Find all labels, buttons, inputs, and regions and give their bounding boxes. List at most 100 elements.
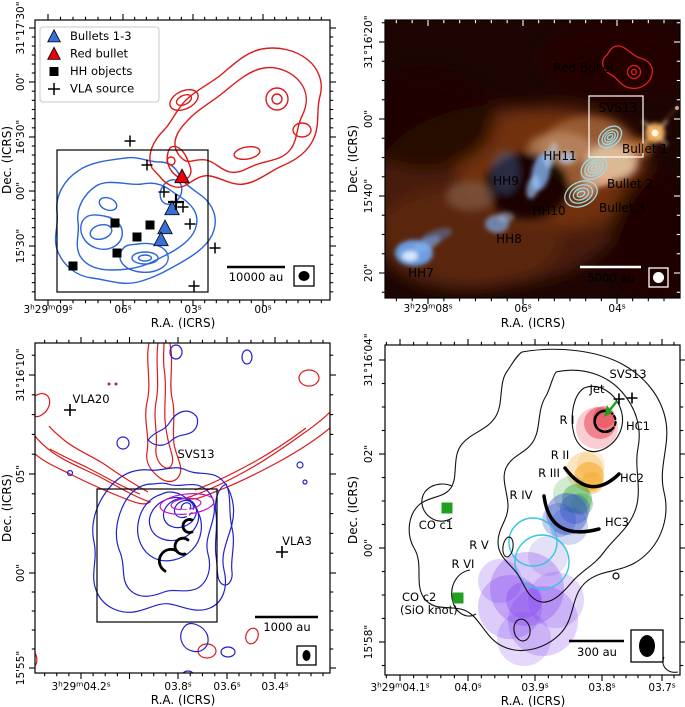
figure-shape: 31°17'30" bbox=[15, 1, 27, 54]
figure-shape bbox=[98, 196, 118, 212]
figure-shape bbox=[550, 142, 558, 156]
figure-shape: h bbox=[30, 303, 35, 312]
y-tick-label: 31°16'10" bbox=[15, 348, 27, 401]
figure-shape bbox=[149, 47, 322, 188]
y-tick-label: 20" bbox=[363, 264, 375, 282]
figure-shape bbox=[502, 536, 514, 558]
figure-shape: VLA3 bbox=[282, 534, 312, 548]
scale-bar-label: 300 au bbox=[577, 645, 617, 659]
nebula-composite-image bbox=[385, 20, 680, 298]
black-arc-features bbox=[157, 518, 194, 573]
figure-shape: 1000 au bbox=[263, 620, 310, 634]
figure-shape: s bbox=[268, 303, 272, 312]
figure-shape bbox=[169, 88, 199, 112]
legend-item-label: Red bullet bbox=[70, 47, 129, 61]
figure-shape bbox=[220, 646, 236, 658]
x-axis-label-bottom-left: R.A. (ICRS) bbox=[151, 693, 216, 707]
figure-shape bbox=[446, 181, 494, 211]
zoom-inset-box bbox=[56, 149, 209, 293]
figure-shape: h bbox=[58, 680, 63, 689]
figure-shape: 03.7 bbox=[648, 682, 671, 694]
figure-shape bbox=[490, 552, 564, 626]
figure-shape: SVS13 bbox=[177, 447, 214, 461]
figure-shape: 04.2 bbox=[83, 681, 106, 693]
figure-shape: 09 bbox=[55, 304, 68, 316]
figure-shape: SVS13 bbox=[599, 101, 638, 115]
figure-shape bbox=[119, 242, 169, 273]
figure-shape bbox=[626, 64, 642, 80]
figure-shape bbox=[560, 494, 590, 524]
figure-shape: s bbox=[449, 302, 453, 311]
plus-source-marker bbox=[158, 186, 170, 198]
figure-shape: 03.8 bbox=[164, 681, 187, 693]
figure-shape: 15'40" bbox=[363, 179, 375, 213]
star bbox=[651, 129, 659, 137]
figure-shape: 300 au bbox=[577, 645, 617, 659]
figure-shape bbox=[576, 190, 586, 198]
legend-item-label: Bullets 1-3 bbox=[70, 29, 132, 43]
bullet-triangle-marker bbox=[153, 231, 169, 247]
figure-shape: 29 bbox=[415, 303, 428, 315]
figure-shape: 10000 au bbox=[229, 270, 284, 284]
figure-shape: s bbox=[478, 681, 482, 690]
jet-arrow bbox=[604, 400, 618, 417]
x-tick-label: 00s bbox=[254, 303, 271, 317]
figure-shape bbox=[491, 150, 519, 194]
figure-shape bbox=[154, 343, 174, 469]
figure-shape: 29 bbox=[382, 682, 395, 694]
y-tick-label: 15'30" bbox=[15, 229, 27, 263]
x-axis-label-bottom-right: R.A. (ICRS) bbox=[501, 694, 566, 707]
figure-shape: HH11 bbox=[543, 149, 576, 163]
figure-shape: CO c1 bbox=[419, 518, 453, 532]
figure-shape bbox=[131, 251, 159, 265]
beam-box bbox=[648, 267, 669, 288]
plus-source-marker bbox=[188, 280, 200, 292]
figure-shape: s bbox=[426, 681, 430, 690]
figure-shape bbox=[137, 254, 153, 262]
figure-shape bbox=[630, 68, 638, 76]
figure-shape bbox=[528, 572, 584, 628]
x-axis-label-top-left: R.A. (ICRS) bbox=[151, 316, 216, 330]
figure-shape bbox=[180, 622, 209, 653]
figure-shape bbox=[563, 466, 621, 489]
y-tick-label: 02" bbox=[363, 445, 375, 463]
red-contours-zoom bbox=[35, 343, 330, 667]
y-tick-label: 00" bbox=[363, 539, 375, 557]
figure-shape bbox=[526, 175, 540, 199]
figure-shape bbox=[137, 491, 202, 562]
figure-shape bbox=[498, 212, 514, 222]
figure-shape bbox=[421, 483, 453, 522]
annotation-bullet-2: Bullet 2 bbox=[607, 177, 653, 191]
y-tick-label: 15'55" bbox=[15, 651, 27, 685]
cyan-bullet-contours bbox=[564, 125, 623, 208]
figure-shape bbox=[497, 369, 640, 603]
beam-ellipse bbox=[653, 272, 664, 283]
figure-shape bbox=[194, 427, 307, 491]
figure-shape: s bbox=[672, 681, 676, 690]
annotation-hh8: HH8 bbox=[496, 232, 522, 246]
cyan-rings bbox=[508, 517, 570, 590]
y-tick-label: 31°16'04" bbox=[363, 333, 375, 386]
panel-top-left-overlay: 3h29m09s 06s 03s 00s31°17'30"00"16'30"00"15… bbox=[15, 1, 336, 316]
figure-shape bbox=[170, 497, 202, 511]
figure-shape: HH7 bbox=[408, 266, 434, 280]
figure-shape: s bbox=[612, 681, 616, 690]
figure-shape bbox=[182, 670, 194, 673]
figure-shape bbox=[66, 469, 74, 477]
figure-shape: Bullet 1 bbox=[622, 142, 668, 156]
beam-box bbox=[296, 645, 317, 666]
ring-marker bbox=[612, 572, 620, 580]
beam-box bbox=[630, 629, 664, 663]
figure-shape bbox=[157, 547, 179, 573]
figure-shape: 20" bbox=[363, 264, 375, 282]
y-tick-label: 00" bbox=[15, 182, 27, 200]
plus-source-marker bbox=[177, 201, 189, 213]
figure-shape: 00" bbox=[15, 564, 27, 582]
annotation-hc2: HC2 bbox=[620, 471, 644, 485]
figure-shape bbox=[584, 159, 604, 177]
figure-shape bbox=[76, 181, 198, 271]
annotation-red-bullet: Red Bullet bbox=[553, 61, 615, 75]
annotation-r-i: R I bbox=[559, 413, 574, 427]
figure-shape bbox=[107, 382, 111, 386]
figure-shape: 08 bbox=[435, 303, 448, 315]
